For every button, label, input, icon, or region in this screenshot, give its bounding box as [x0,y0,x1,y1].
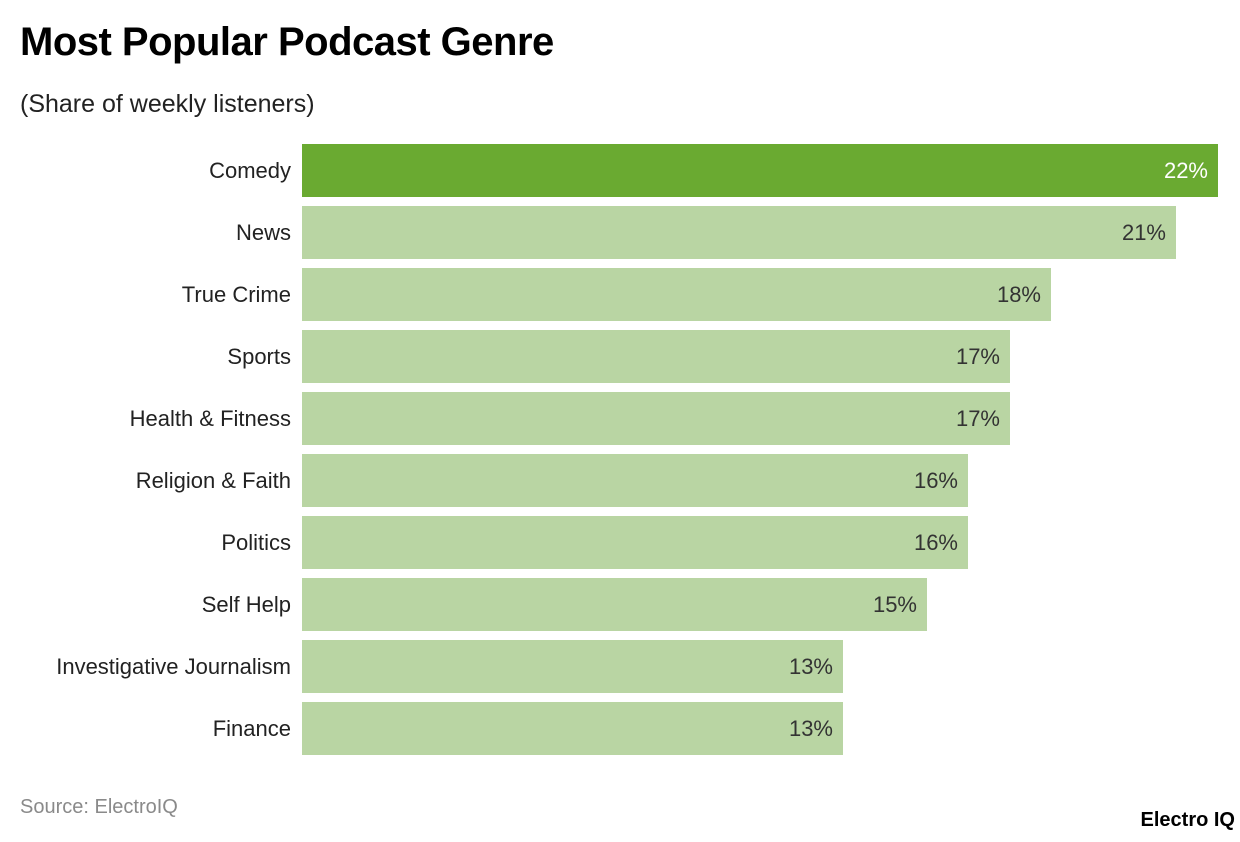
value-label: 17% [955,406,1000,431]
value-label: 16% [913,468,958,493]
value-label: 18% [996,282,1041,307]
bar: 18% [302,268,1051,321]
brand-logo: Electro IQ [1140,809,1235,831]
category-label: Sports [227,344,291,369]
bar-row: Finance 13% [0,702,1240,755]
source-note: Source: ElectroIQ [20,796,178,818]
category-label: Self Help [201,592,291,617]
chart-subtitle: (Share of weekly listeners) [20,90,315,118]
category-label: News [235,220,291,245]
bar: 16% [302,454,968,507]
bar: 17% [302,392,1010,445]
category-label: Health & Fitness [129,406,291,431]
bar-row: Comedy 22% [0,144,1240,197]
bar: 22% [302,144,1218,197]
category-label: Finance [212,716,291,741]
bar: 16% [302,516,968,569]
bar-row: Politics 16% [0,516,1240,569]
bar-row: Self Help 15% [0,578,1240,631]
category-label: Comedy [209,158,291,183]
bar: 15% [302,578,927,631]
category-label: Politics [221,530,291,555]
bar-row: Religion & Faith 16% [0,454,1240,507]
bar-row: News 21% [0,206,1240,259]
bar: 13% [302,640,843,693]
category-label: True Crime [181,282,291,307]
bar: 21% [302,206,1176,259]
bar-row: True Crime 18% [0,268,1240,321]
bar: 13% [302,702,843,755]
category-label: Investigative Journalism [56,654,291,679]
category-label: Religion & Faith [135,468,291,493]
value-label: 16% [913,530,958,555]
value-label: 13% [788,716,833,741]
bar: 17% [302,330,1010,383]
bar-row: Investigative Journalism 13% [0,640,1240,693]
value-label: 22% [1163,158,1208,183]
value-label: 13% [788,654,833,679]
value-label: 15% [872,592,917,617]
chart-title: Most Popular Podcast Genre [20,20,554,64]
bar-row: Health & Fitness 17% [0,392,1240,445]
value-label: 17% [955,344,1000,369]
bar-row: Sports 17% [0,330,1240,383]
value-label: 21% [1121,220,1166,245]
